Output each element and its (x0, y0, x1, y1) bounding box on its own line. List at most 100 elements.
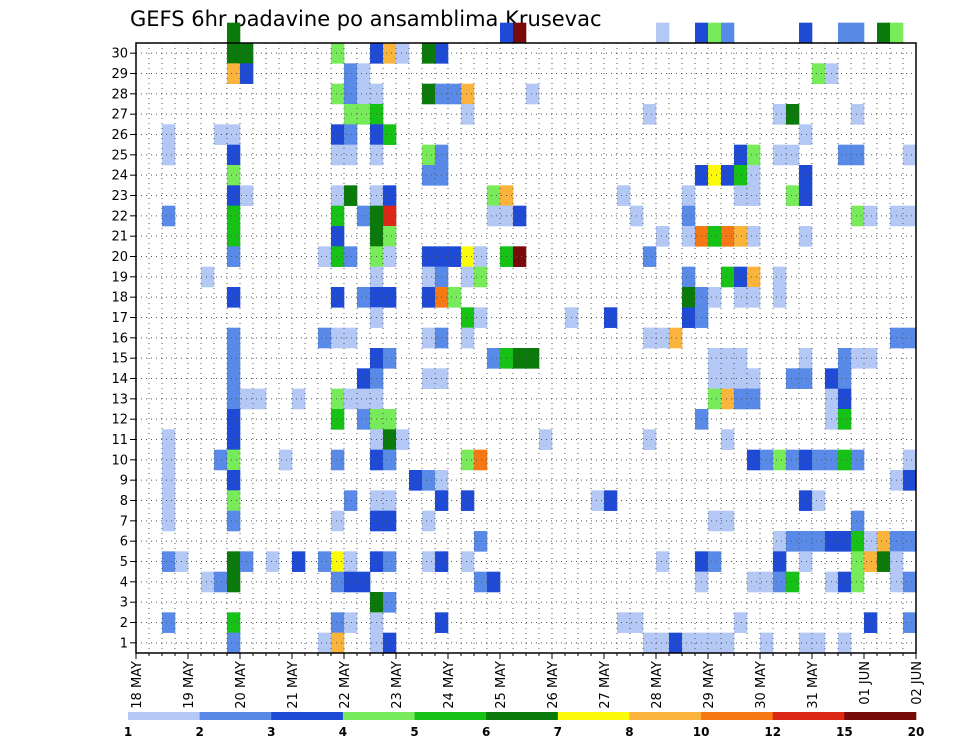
y-tick-label: 1 (120, 636, 128, 651)
heatmap-cell (773, 531, 787, 552)
x-tick-label: 02 JUN (910, 661, 925, 705)
heatmap-cell (682, 185, 696, 206)
heatmap-cell (747, 287, 761, 308)
y-tick-label: 5 (120, 555, 128, 570)
heatmap-cell (227, 124, 241, 145)
heatmap-cell (877, 531, 891, 552)
heatmap-cell (201, 266, 215, 288)
heatmap-cell (331, 551, 345, 572)
heatmap-cell (682, 632, 696, 654)
y-tick-label: 10 (111, 453, 128, 468)
heatmap-cell (799, 531, 813, 552)
y-tick-label: 8 (120, 494, 128, 509)
heatmap-cell (357, 287, 371, 308)
heatmap-cell (227, 43, 241, 64)
heatmap-cell (604, 307, 618, 328)
heatmap-cell (773, 144, 787, 166)
heatmap-cell (227, 205, 241, 227)
heatmap-cell (747, 266, 761, 288)
heatmap-cell (838, 144, 852, 166)
y-tick-label: 18 (111, 291, 128, 306)
heatmap-cell (383, 510, 397, 532)
heatmap-cell (422, 510, 436, 532)
heatmap-cell (383, 205, 397, 227)
heatmap-cell (331, 510, 345, 532)
grid-lines (136, 43, 916, 653)
heatmap-cell (903, 612, 917, 633)
heatmap-cell (227, 327, 241, 349)
x-tick-label: 18 MAY (130, 661, 145, 709)
colorbar-swatch (772, 712, 845, 720)
heatmap-cell (344, 185, 358, 206)
x-tick-label: 23 MAY (390, 661, 405, 709)
heatmap-cell (643, 429, 657, 450)
heatmap-cell (864, 348, 878, 369)
heatmap-cell (331, 124, 345, 145)
colorbar-swatch (557, 712, 630, 720)
heatmap-cell (539, 429, 553, 450)
colorbar-tick-label: 10 (693, 725, 710, 739)
heatmap-cell (422, 144, 436, 166)
heatmap-cell (318, 327, 332, 349)
y-tick-label: 13 (111, 392, 128, 407)
heatmap-cell (799, 490, 813, 511)
heatmap-cell (669, 327, 683, 349)
colorbar: 1 2 3 4 5 6 7 8 10 12 15 20 (124, 712, 924, 739)
heatmap-cell (227, 490, 241, 511)
heatmap-cell (812, 63, 826, 84)
heatmap-cell (162, 612, 176, 633)
y-tick-label: 9 (120, 474, 128, 489)
heatmap-cell (227, 165, 241, 186)
heatmap-cell (227, 470, 241, 491)
heatmap-cell (331, 449, 345, 471)
heatmap-cell (422, 246, 436, 267)
y-tick-label: 15 (111, 352, 128, 367)
colorbar-tick-label: 5 (410, 725, 418, 739)
heatmap-cell (422, 287, 436, 308)
heatmap-cell (799, 185, 813, 206)
heatmap-cell (838, 571, 852, 593)
heatmap-cell (656, 327, 670, 349)
heatmap-cell (227, 144, 241, 166)
heatmap-cell (331, 205, 345, 227)
heatmap-cell (734, 287, 748, 308)
heatmap-cell (864, 205, 878, 227)
heatmap-cell (786, 144, 800, 166)
y-tick-label: 20 (111, 250, 128, 265)
heatmap-cell (344, 83, 358, 105)
heatmap-cell (227, 388, 241, 410)
heatmap-cell (331, 632, 345, 654)
heatmap-cell (734, 368, 748, 389)
heatmap-cell (708, 348, 722, 369)
heatmap-cell (162, 449, 176, 471)
heatmap-cell (422, 266, 436, 288)
colorbar-swatch (414, 712, 487, 720)
x-tick-label: 24 MAY (442, 661, 457, 709)
heatmap-cell (734, 348, 748, 369)
heatmap-cell (656, 551, 670, 572)
heatmap-cell (669, 632, 683, 654)
heatmap-cell (682, 205, 696, 227)
heatmap-cell (799, 22, 813, 44)
heatmap-cells (162, 22, 917, 654)
heatmap-cell (331, 185, 345, 206)
heatmap-cell (227, 429, 241, 450)
colorbar-tick-label: 7 (554, 725, 562, 739)
colorbar-swatch (486, 712, 559, 720)
heatmap-cell (318, 551, 332, 572)
heatmap-cell (656, 22, 670, 44)
heatmap-cell (890, 22, 904, 44)
x-tick-label: 31 MAY (806, 661, 821, 709)
heatmap-cell (734, 388, 748, 410)
x-tick-label: 20 MAY (234, 661, 249, 709)
heatmap-cell (721, 348, 735, 369)
heatmap-cell (344, 612, 358, 633)
heatmap-cell (903, 470, 917, 491)
colorbar-tick-label: 6 (482, 725, 490, 739)
y-tick-label: 7 (120, 514, 128, 529)
heatmap-cell (721, 266, 735, 288)
y-tick-label: 27 (111, 108, 128, 123)
heatmap-cell (422, 43, 436, 64)
heatmap-cell (383, 287, 397, 308)
heatmap-cell (344, 490, 358, 511)
